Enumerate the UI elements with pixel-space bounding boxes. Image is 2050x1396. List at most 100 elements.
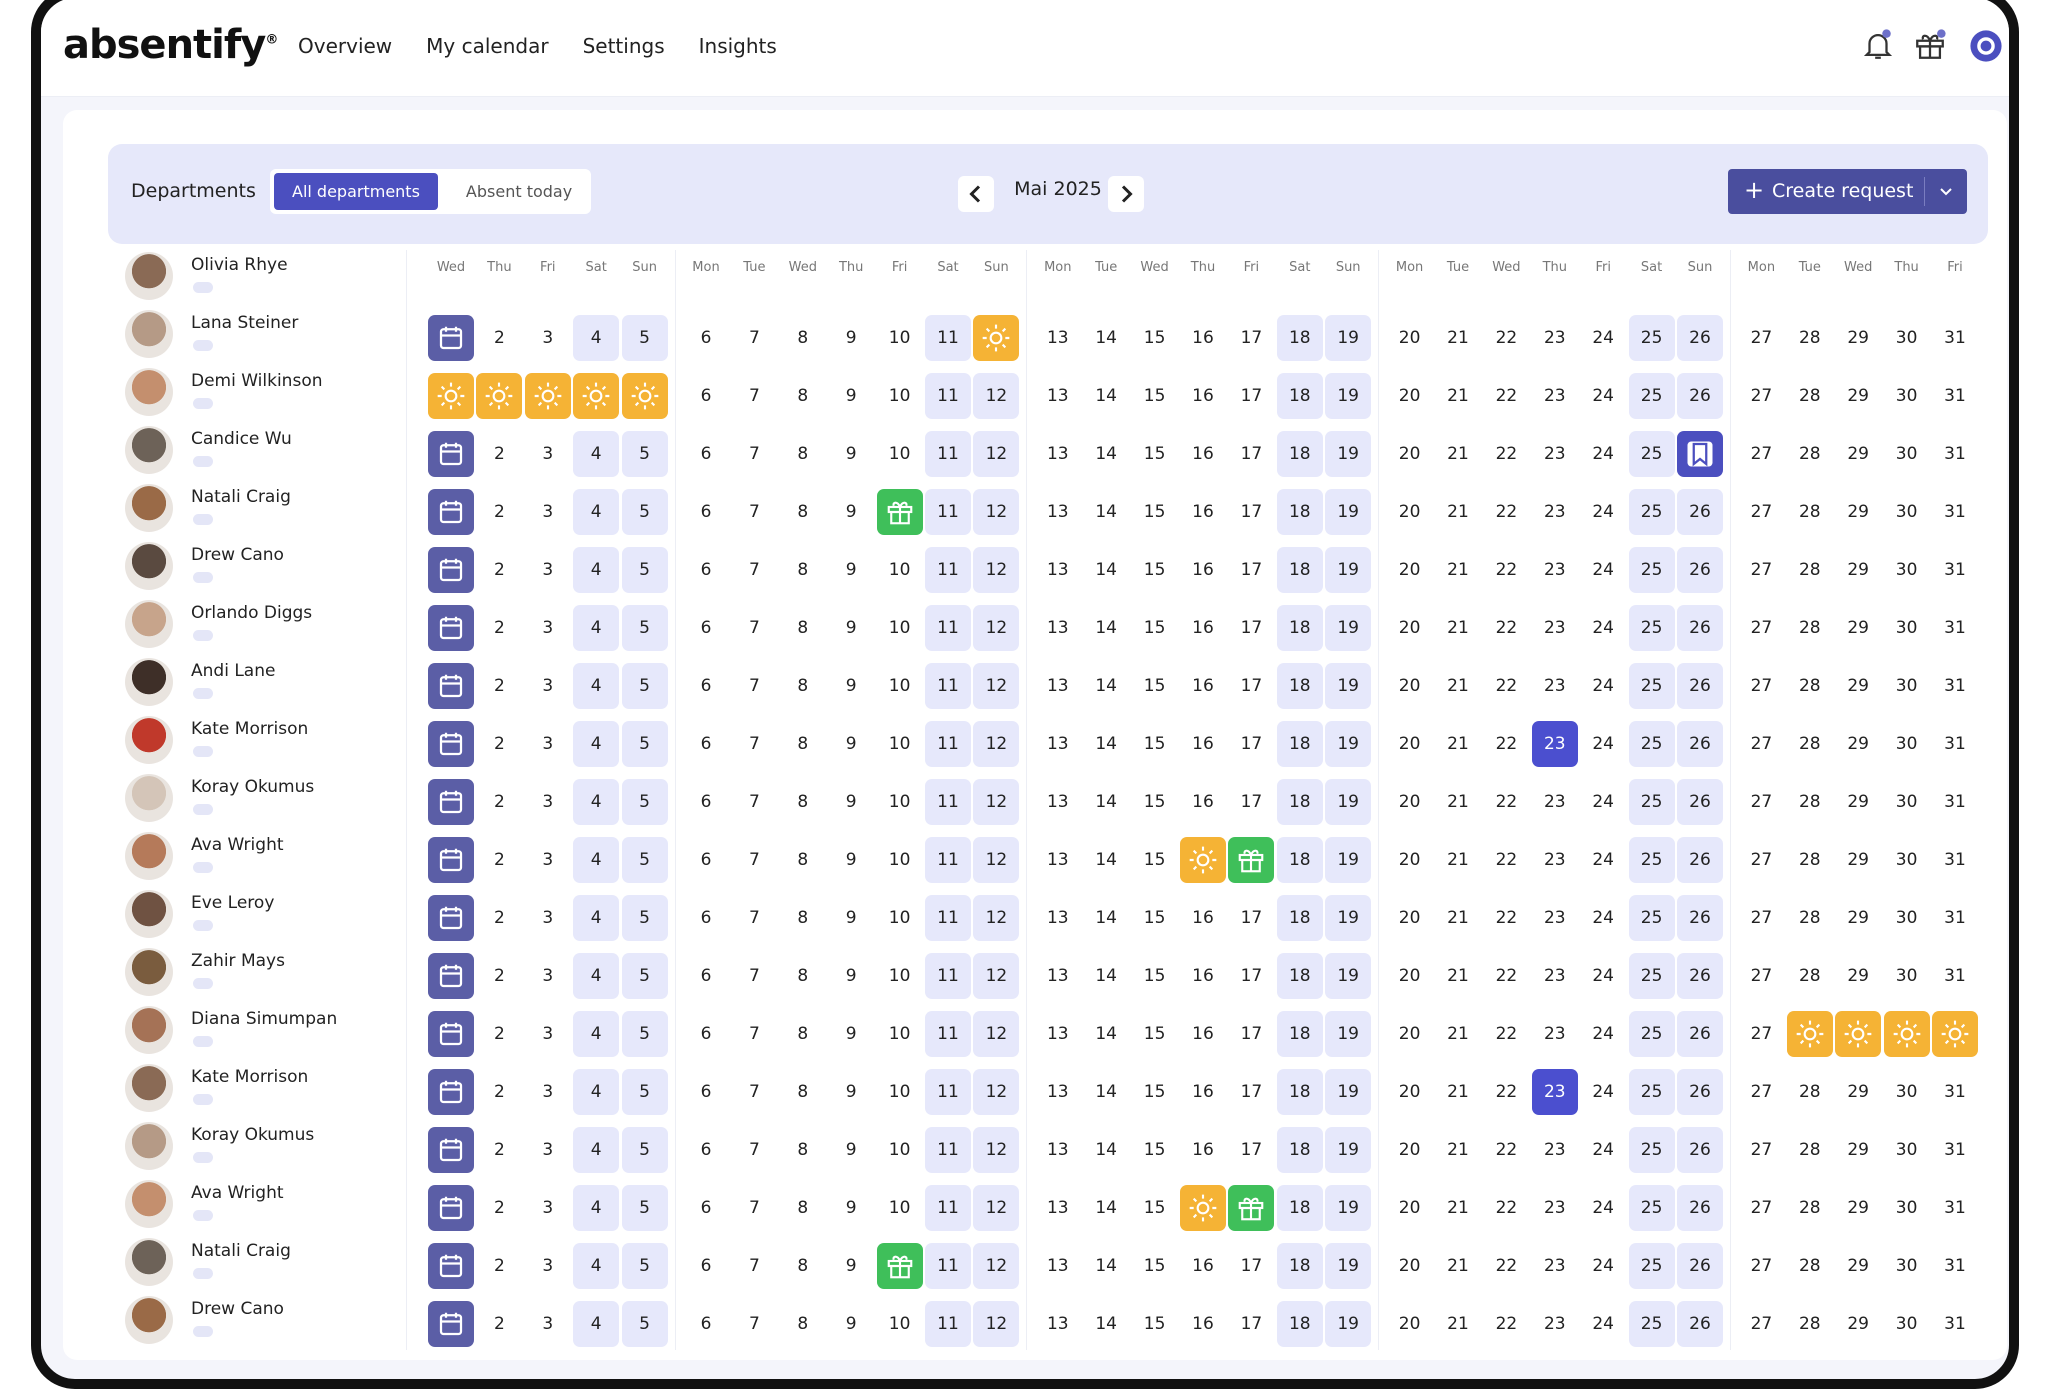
day[interactable]: 7 [748,908,760,928]
avatar[interactable] [125,252,173,300]
weekend-day[interactable]: 12 [973,663,1020,709]
day[interactable]: 27 [1750,1024,1773,1044]
nav-item[interactable]: My calendar [426,34,549,58]
weekend-day[interactable]: 5 [621,1011,668,1057]
day[interactable]: 30 [1895,1140,1918,1160]
vacation-cell[interactable] [476,373,523,419]
day[interactable]: 6 [700,908,712,928]
day[interactable]: 28 [1798,560,1821,580]
day[interactable]: 17 [1240,1082,1263,1102]
day[interactable]: 29 [1847,560,1869,580]
weekend-day[interactable]: 19 [1325,489,1372,535]
person-name[interactable]: Diana Simumpan [191,1009,338,1029]
day[interactable]: 23 [1543,850,1566,870]
weekend-day[interactable]: 18 [1276,1301,1323,1347]
day[interactable]: 15 [1143,1082,1166,1102]
day[interactable]: 24 [1592,676,1614,696]
day[interactable]: 21 [1447,444,1469,464]
day[interactable]: 9 [845,850,857,870]
weekend-day[interactable]: 26 [1677,721,1723,767]
weekend-day[interactable]: 25 [1628,1127,1675,1173]
day[interactable]: 23 [1543,444,1566,464]
day[interactable]: 9 [845,966,857,986]
day[interactable]: 9 [845,502,857,522]
day[interactable]: 24 [1592,734,1614,754]
weekend-day[interactable]: 19 [1325,663,1372,709]
avatar[interactable] [125,658,173,706]
avatar[interactable] [125,1122,173,1170]
day[interactable]: 10 [888,1140,911,1160]
birthday-cell[interactable] [1228,1185,1275,1231]
day[interactable]: 6 [700,444,712,464]
day[interactable]: 10 [888,386,911,406]
weekend-day[interactable]: 5 [621,489,668,535]
day[interactable]: 20 [1398,1082,1421,1102]
day[interactable]: 23 [1543,1024,1566,1044]
day[interactable]: 31 [1944,908,1966,928]
weekend-day[interactable]: 11 [925,779,971,825]
day[interactable]: 15 [1143,560,1166,580]
day[interactable]: 6 [700,1256,712,1276]
selected-day[interactable]: 23 [1531,1069,1578,1115]
day[interactable]: 17 [1240,444,1263,464]
nav-item[interactable]: Overview [298,34,393,58]
weekend-day[interactable]: 4 [573,953,620,999]
day[interactable]: 21 [1447,966,1469,986]
day[interactable]: 3 [542,734,554,754]
day[interactable]: 15 [1143,328,1166,348]
day[interactable]: 30 [1895,502,1918,522]
day[interactable]: 29 [1847,908,1869,928]
day[interactable]: 14 [1095,560,1117,580]
day[interactable]: 29 [1847,1082,1869,1102]
day[interactable]: 22 [1495,1024,1518,1044]
weekend-day[interactable]: 18 [1276,489,1323,535]
day[interactable]: 24 [1592,560,1614,580]
day[interactable]: 21 [1447,1082,1469,1102]
day[interactable]: 31 [1944,792,1966,812]
calendar-cell[interactable] [428,663,474,709]
day[interactable]: 21 [1447,734,1469,754]
weekend-day[interactable]: 19 [1325,721,1372,767]
day[interactable]: 29 [1847,1314,1869,1334]
person-name[interactable]: Olivia Rhye [191,255,288,275]
day[interactable]: 2 [493,1314,505,1334]
day[interactable]: 13 [1046,560,1069,580]
day[interactable]: 17 [1240,676,1263,696]
calendar-cell[interactable] [428,721,474,767]
person-name[interactable]: Kate Morrison [191,1067,309,1087]
day[interactable]: 6 [700,618,712,638]
day[interactable]: 14 [1095,908,1117,928]
day[interactable]: 9 [845,1256,857,1276]
weekend-day[interactable]: 19 [1325,1069,1372,1115]
day[interactable]: 6 [700,1082,712,1102]
day[interactable]: 8 [797,792,809,812]
day[interactable]: 2 [493,1256,505,1276]
day[interactable]: 16 [1192,560,1214,580]
day[interactable]: 27 [1750,734,1773,754]
day[interactable]: 3 [542,444,554,464]
avatar[interactable] [125,1180,173,1228]
day[interactable]: 2 [493,792,505,812]
day[interactable]: 27 [1750,1140,1773,1160]
vacation-cell[interactable] [1180,1185,1226,1231]
day[interactable]: 27 [1750,444,1773,464]
bookmark-cell[interactable] [1677,431,1723,477]
day[interactable]: 6 [700,1314,712,1334]
day[interactable]: 24 [1592,1140,1614,1160]
weekend-day[interactable]: 26 [1677,373,1723,419]
day[interactable]: 10 [888,328,911,348]
day[interactable]: 6 [700,792,712,812]
gift-icon[interactable] [1913,28,1947,62]
day[interactable]: 14 [1095,444,1117,464]
calendar-cell[interactable] [428,1301,474,1347]
day[interactable]: 22 [1495,444,1518,464]
day[interactable]: 8 [797,560,809,580]
weekend-day[interactable]: 26 [1677,953,1723,999]
day[interactable]: 2 [493,850,505,870]
day[interactable]: 29 [1847,328,1869,348]
day[interactable]: 22 [1495,908,1518,928]
day[interactable]: 9 [845,1024,857,1044]
day[interactable]: 9 [845,328,857,348]
day[interactable]: 20 [1398,908,1421,928]
day[interactable]: 28 [1798,1198,1821,1218]
